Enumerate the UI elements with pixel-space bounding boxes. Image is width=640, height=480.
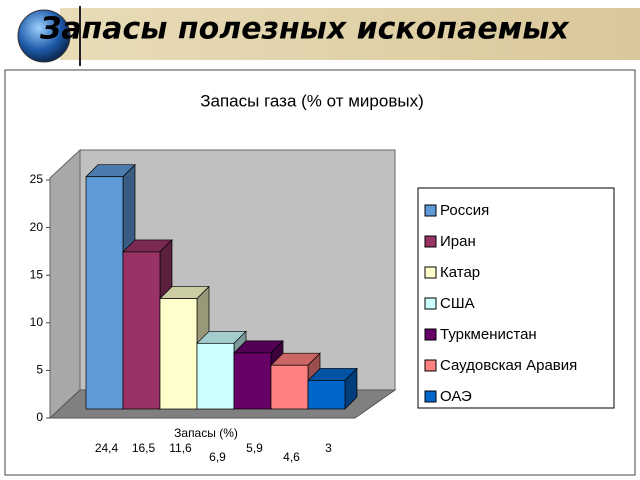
legend-label: Саудовская Аравия bbox=[440, 357, 577, 374]
value-label: 11,6 bbox=[169, 441, 192, 455]
y-tick-label: 0 bbox=[36, 410, 43, 424]
legend-label: США bbox=[440, 295, 475, 312]
y-tick-label: 5 bbox=[36, 363, 43, 377]
x-axis-label: Запасы (%) bbox=[174, 426, 238, 440]
legend-swatch bbox=[424, 204, 437, 217]
title-banner bbox=[60, 8, 640, 60]
legend-label: ОАЭ bbox=[440, 388, 472, 405]
legend-label: Россия bbox=[440, 202, 489, 219]
legend-label: Катар bbox=[440, 264, 480, 281]
value-label: 6,9 bbox=[209, 450, 226, 464]
value-label: 5,9 bbox=[246, 441, 263, 455]
value-label: 3 bbox=[325, 441, 332, 455]
y-tick-label: 15 bbox=[30, 267, 44, 281]
bar bbox=[196, 342, 235, 410]
legend-swatch bbox=[424, 297, 437, 310]
chart-title: Запасы газа (% от мировых) bbox=[200, 91, 423, 110]
legend bbox=[417, 187, 615, 409]
y-tick-label: 10 bbox=[30, 315, 44, 329]
legend-swatch bbox=[424, 266, 437, 279]
bar bbox=[233, 352, 272, 410]
legend-label: Туркменистан bbox=[440, 326, 537, 343]
bar bbox=[307, 380, 346, 410]
legend-swatch bbox=[424, 235, 437, 248]
legend-label: Иран bbox=[440, 233, 476, 250]
bar bbox=[159, 298, 198, 410]
legend-swatch bbox=[424, 328, 437, 341]
bar bbox=[122, 251, 161, 410]
y-tick-label: 20 bbox=[30, 220, 44, 234]
bar bbox=[270, 364, 309, 410]
y-tick-label: 25 bbox=[30, 172, 44, 186]
value-label: 24,4 bbox=[95, 441, 119, 455]
slide-title: Запасы полезных ископаемых bbox=[39, 12, 570, 47]
value-label: 16,5 bbox=[132, 441, 156, 455]
legend-swatch bbox=[424, 390, 437, 403]
bar bbox=[85, 176, 124, 410]
legend-swatch bbox=[424, 359, 437, 372]
globe-icon bbox=[17, 9, 71, 63]
side-wall bbox=[49, 148, 81, 420]
value-label: 4,6 bbox=[283, 450, 300, 464]
